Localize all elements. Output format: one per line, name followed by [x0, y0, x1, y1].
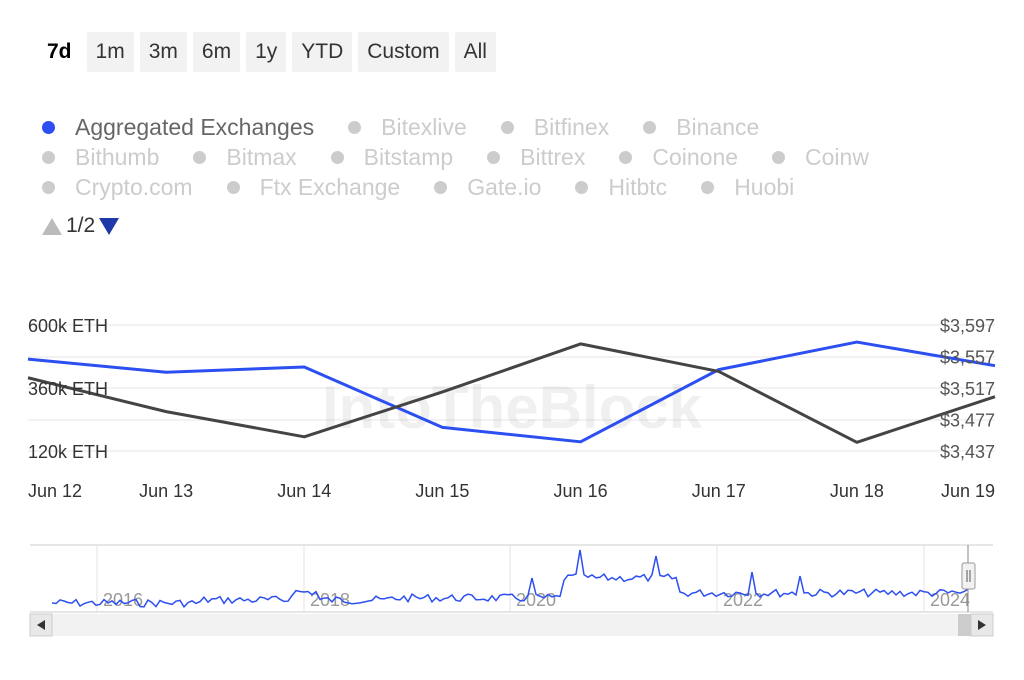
navigator-year-label: 2020 [516, 590, 556, 610]
legend-item-coinone[interactable]: Coinone [619, 144, 738, 171]
legend-item-crypto-com[interactable]: Crypto.com [42, 174, 193, 201]
x-tick-label: Jun 12 [28, 481, 82, 501]
legend-dot-icon [330, 150, 344, 164]
navigator-handle[interactable] [961, 562, 976, 590]
x-tick-label: Jun 13 [139, 481, 193, 501]
watermark: IntoTheBlock [322, 374, 703, 441]
legend-dot-icon [42, 150, 55, 164]
scroll-left-button[interactable] [29, 613, 53, 637]
navigator-year-label: 2018 [310, 590, 350, 610]
x-tick-label: Jun 18 [830, 481, 884, 501]
legend-label: Ftx Exchange [259, 173, 401, 200]
legend-item-huobi[interactable]: Huobi [701, 174, 794, 201]
legend-item-bitfinex[interactable]: Bitfinex [500, 113, 610, 141]
pager-label: 1/2 [66, 214, 96, 237]
legend-row: Bithumb Bitmax Bitstamp Bittrex Coinone Coinw [42, 142, 1002, 172]
legend-item-aggregated-exchanges[interactable]: Aggregated Exchanges [42, 114, 314, 141]
legend-label: Bitstamp [363, 143, 454, 170]
series-line-0 [27, 340, 996, 444]
legend-label: Binance [676, 113, 760, 140]
legend-row: Aggregated Exchanges Bitexlive Bitfinex Bin… [42, 112, 1002, 142]
range-button-7d[interactable]: 7d [38, 32, 81, 72]
legend-label: Hitbtc [608, 173, 668, 200]
y-right-tick-label: $3,477 [940, 411, 995, 431]
x-tick-label: Jun 16 [554, 481, 608, 501]
range-button-ytd[interactable]: YTD [292, 32, 353, 72]
x-tick-label: Jun 14 [277, 481, 331, 501]
y-right-tick-label: $3,597 [940, 316, 995, 336]
range-selector: 7d 1m 3m 6m 1y YTD Custom All [38, 32, 496, 72]
legend-item-bitstamp[interactable]: Bitstamp [330, 143, 454, 171]
legend-label: Bittrex [520, 143, 586, 170]
legend-item-ftx-exchange[interactable]: Ftx Exchange [226, 173, 401, 201]
legend-dot-icon [226, 180, 240, 194]
range-button-1y[interactable]: 1y [246, 32, 287, 72]
legend-label: Huobi [734, 173, 795, 200]
legend-dot-icon [701, 180, 715, 194]
legend-dot-icon [772, 150, 786, 164]
legend-item-coinw[interactable]: Coinw [772, 144, 869, 171]
legend-dot-icon [348, 120, 362, 134]
legend-dot-icon [487, 150, 501, 164]
legend-dot-icon [500, 120, 514, 134]
range-button-3m[interactable]: 3m [139, 32, 187, 72]
legend-label: Aggregated Exchanges [75, 113, 315, 140]
range-button-custom[interactable]: Custom [358, 32, 449, 72]
legend-label: Bithumb [75, 143, 160, 170]
legend-row: Crypto.com Ftx Exchange Gate.io Hitbtc Huobi [42, 172, 1002, 202]
legend-label: Coinw [805, 143, 869, 170]
navigator-year-label: 2016 [103, 590, 143, 610]
y-left-tick-label: 120k ETH [28, 442, 108, 462]
x-tick-label: Jun 15 [415, 481, 469, 501]
navigator-year-label: 2024 [930, 590, 970, 610]
y-right-tick-label: $3,437 [940, 442, 995, 462]
scroll-right-button[interactable] [970, 613, 994, 637]
series-line-1 [27, 342, 996, 444]
legend-dot-icon [434, 180, 448, 194]
y-right-tick-label: $3,557 [940, 348, 995, 368]
navigator-year-label: 2022 [723, 590, 763, 610]
y-left-tick-label: 600k ETH [28, 316, 108, 336]
legend-label: Gate.io [467, 173, 542, 200]
legend-dot-icon [42, 180, 55, 194]
legend-item-hitbtc[interactable]: Hitbtc [575, 174, 667, 201]
legend-item-bitexlive[interactable]: Bitexlive [348, 114, 467, 141]
legend-item-binance[interactable]: Binance [643, 114, 759, 141]
legend-dot-icon [42, 120, 55, 134]
page-down-arrow-icon[interactable] [99, 217, 120, 235]
x-tick-label: Jun 19 [941, 481, 995, 501]
legend-dot-icon [193, 150, 207, 164]
range-button-6m[interactable]: 6m [192, 32, 241, 72]
y-right-tick-label: $3,517 [940, 379, 995, 399]
legend-item-bittrex[interactable]: Bittrex [487, 144, 585, 171]
range-button-1m[interactable]: 1m [86, 32, 134, 72]
legend-label: Crypto.com [75, 173, 193, 200]
x-tick-label: Jun 17 [692, 481, 746, 501]
legend-dot-icon [643, 120, 657, 134]
legend-dot-icon [619, 150, 633, 164]
legend-item-gate-io[interactable]: Gate.io [434, 174, 541, 201]
legend-label: Bitfinex [533, 113, 610, 140]
page-up-arrow-icon[interactable] [42, 217, 62, 235]
y-left-tick-label: 360k ETH [28, 379, 108, 399]
legend-pager: 1/2 [42, 214, 120, 238]
legend-label: Bitmax [226, 143, 297, 170]
scrollbar-track[interactable] [30, 614, 993, 636]
legend-label: Coinone [652, 143, 739, 170]
scroll-left-arrow-icon [37, 620, 45, 630]
navigator-series-line [51, 549, 969, 609]
scroll-right-arrow-icon [978, 620, 986, 630]
scrollbar-thumb[interactable] [958, 614, 971, 636]
legend-label: Bitexlive [381, 113, 467, 140]
range-button-all[interactable]: All [454, 32, 496, 72]
legend: Aggregated Exchanges Bitexlive Bitfinex Bin… [42, 112, 1002, 202]
legend-item-bitmax[interactable]: Bitmax [193, 143, 297, 171]
legend-dot-icon [575, 180, 589, 194]
legend-item-bithumb[interactable]: Bithumb [42, 144, 159, 171]
